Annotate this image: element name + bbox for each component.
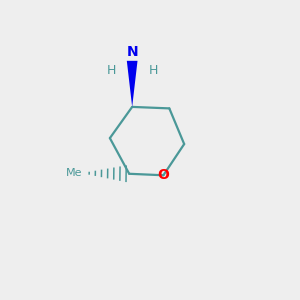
Polygon shape [127, 61, 137, 107]
Text: O: O [158, 168, 169, 182]
Text: Me: Me [66, 168, 82, 178]
Text: H: H [107, 64, 116, 77]
Text: N: N [126, 45, 138, 59]
Text: H: H [148, 64, 158, 77]
